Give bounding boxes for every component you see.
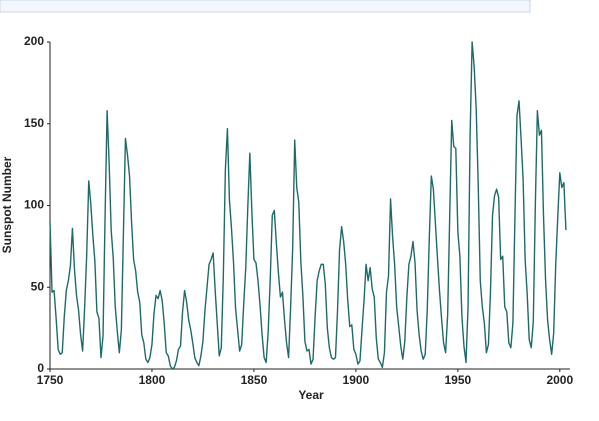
x-tick-label: 1800 xyxy=(139,373,166,387)
x-tick-label: 1950 xyxy=(444,373,471,387)
top-bar xyxy=(0,0,531,13)
x-tick-label: 1850 xyxy=(241,373,268,387)
x-axis-label: Year xyxy=(298,388,324,402)
y-tick-label: 100 xyxy=(24,198,44,212)
y-axis-label: Sunspot Number xyxy=(0,156,14,253)
y-tick-label: 200 xyxy=(24,34,44,48)
data-line xyxy=(49,41,567,370)
x-tick-label: 2000 xyxy=(546,373,573,387)
x-tick-label: 1900 xyxy=(343,373,370,387)
y-tick-label: 50 xyxy=(31,279,45,293)
y-tick-label: 150 xyxy=(24,116,44,130)
x-tick-label: 1750 xyxy=(37,373,64,387)
y-tick-label: 0 xyxy=(37,361,44,375)
